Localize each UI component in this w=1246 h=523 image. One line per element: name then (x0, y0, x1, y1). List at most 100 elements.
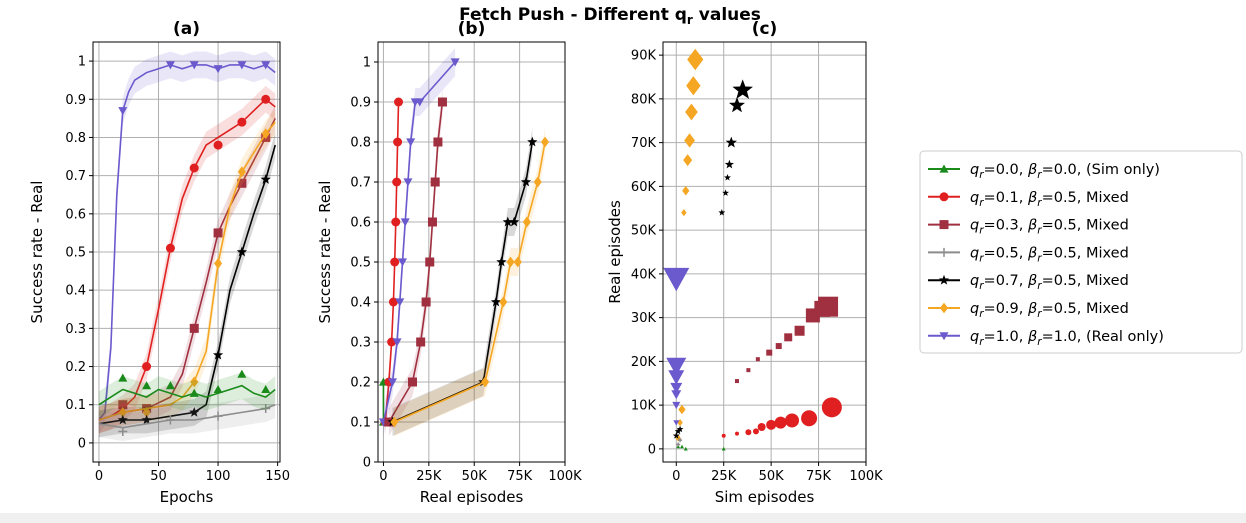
x-tick-label: 0 (672, 469, 680, 484)
y-tick-label: 1 (363, 56, 371, 71)
data-point (236, 246, 248, 257)
data-point (718, 209, 726, 216)
data-point (214, 258, 223, 269)
data-point (237, 369, 247, 378)
data-point (388, 378, 398, 387)
legend: qr=0.0, βr=0.0, (Sim only) qr=0.1, βr=0.5… (919, 150, 1243, 354)
series-band (383, 48, 456, 436)
data-point (671, 390, 682, 400)
data-point (165, 61, 175, 70)
x-tick-label: 25K (416, 469, 442, 484)
y-tick-label: 0.2 (350, 376, 371, 391)
data-point (237, 117, 247, 127)
data-point (189, 388, 199, 397)
data-point (393, 137, 403, 147)
series-s00 (98, 369, 276, 419)
x-tick-label: 100K (548, 469, 582, 484)
data-point (261, 404, 271, 414)
data-point (746, 368, 751, 373)
y-tick-label: 0.8 (350, 136, 371, 151)
series-s03 (734, 296, 839, 384)
data-point (668, 370, 685, 385)
y-tick-label: 0.8 (65, 131, 86, 146)
data-point (678, 438, 683, 443)
y-axis-label: Real episodes (606, 200, 624, 304)
legend-item: qr=1.0, βr=1.0, (Real only) (928, 329, 1164, 348)
data-point (725, 136, 738, 148)
data-point (415, 98, 425, 107)
y-tick-label: 0.5 (65, 246, 86, 261)
data-point (679, 444, 684, 449)
legend-label: qr=1.0, βr=1.0, (Real only) (970, 329, 1164, 348)
legend-marker (938, 274, 950, 285)
x-tick-label: 0 (379, 469, 387, 484)
data-point (213, 65, 223, 74)
x-tick-label: 50K (462, 469, 488, 484)
data-point (213, 228, 223, 238)
data-point (533, 176, 542, 188)
legend-label: qr=0.5, βr=0.5, Mixed (970, 245, 1129, 264)
y-tick-label: 0.1 (65, 398, 86, 413)
legend-marker (939, 220, 949, 230)
y-tick-label: 20K (631, 355, 657, 370)
data-point (165, 415, 175, 425)
data-point (189, 163, 199, 173)
y-axis-label: Success rate - Real (316, 181, 334, 324)
data-point (752, 428, 759, 435)
plot-area (378, 48, 550, 436)
data-point (392, 338, 402, 347)
series-band (98, 108, 276, 434)
data-point (502, 216, 513, 227)
series-s10 (663, 267, 690, 426)
data-point (384, 417, 394, 427)
data-point (672, 432, 680, 439)
data-point (390, 257, 400, 267)
suptitle: Fetch Push - Different qr values (459, 5, 761, 27)
series-line (392, 141, 534, 423)
data-point (261, 384, 271, 394)
data-point (673, 420, 680, 426)
data-point (686, 76, 701, 96)
legend-item: qr=0.0, βr=0.0, (Sim only) (928, 162, 1160, 181)
legend-item: qr=0.7, βr=0.5, Mixed (928, 273, 1129, 292)
data-point (677, 419, 683, 427)
data-point (142, 406, 151, 418)
legend-label: qr=0.0, βr=0.0, (Sim only) (970, 162, 1160, 181)
data-point (433, 137, 443, 147)
data-point (142, 362, 152, 372)
data-point (237, 166, 246, 178)
y-tick-label: 0.9 (350, 96, 371, 111)
y-tick-label: 0 (648, 442, 656, 457)
data-point (237, 178, 247, 188)
data-point (388, 297, 398, 307)
data-point (260, 174, 271, 184)
legend-label: qr=0.1, βr=0.5, Mixed (970, 190, 1129, 209)
x-tick-label: 75K (806, 469, 832, 484)
data-point (394, 97, 404, 107)
data-point (729, 97, 745, 113)
data-point (118, 426, 128, 436)
panel-b-chart: 0 25K 50K 75K 100K 0 0.1 0.2 0.3 0.4 0.5 0.6 0.7 0.8 0… (316, 19, 582, 506)
data-point (785, 413, 800, 428)
data-point (403, 178, 413, 187)
data-point (724, 159, 734, 169)
data-point (118, 400, 128, 410)
series-band (392, 128, 533, 436)
plot-area (663, 48, 842, 451)
data-point (395, 298, 405, 307)
data-point (734, 431, 739, 436)
data-point (213, 411, 223, 421)
data-point (421, 297, 431, 307)
series-s05 (98, 391, 276, 441)
y-tick-label: 30K (631, 311, 657, 326)
data-point (118, 107, 128, 116)
data-point (425, 257, 435, 267)
series-band (394, 128, 546, 436)
data-point (406, 138, 416, 147)
y-tick-label: 0.6 (350, 216, 371, 231)
data-point (117, 414, 128, 425)
panel-title: (c) (752, 19, 778, 39)
y-axis-label: Success rate - Real (28, 181, 46, 324)
legend-marker (939, 164, 949, 173)
series-s07 (98, 131, 277, 438)
